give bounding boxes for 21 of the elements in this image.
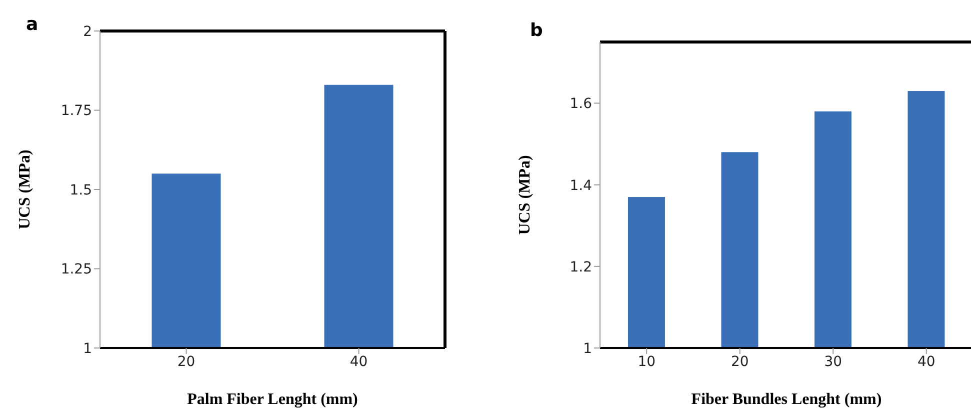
y-tick-label: 1.5 bbox=[70, 182, 92, 198]
y-tick-label: 1.25 bbox=[60, 262, 92, 278]
y-axis-title: UCS (MPa) bbox=[16, 150, 34, 230]
y-tick-label: 1.4 bbox=[570, 178, 592, 194]
chart-title: b bbox=[530, 20, 543, 41]
x-tick-label: 10 bbox=[638, 354, 656, 370]
x-tick-label: 40 bbox=[917, 354, 936, 370]
y-tick-label: 1 bbox=[83, 340, 92, 357]
x-axis-title: Palm Fiber Lenght (mm) bbox=[187, 391, 358, 408]
y-tick-label: 1.6 bbox=[570, 96, 592, 112]
y-axis-title: UCS (MPa) bbox=[516, 155, 534, 235]
chart-title: a bbox=[26, 14, 38, 35]
x-tick-label: 40 bbox=[350, 354, 368, 370]
y-tick-label: 1.2 bbox=[570, 259, 592, 276]
y-tick-label: 1.75 bbox=[60, 103, 92, 120]
y-tick-label: 1 bbox=[583, 340, 592, 357]
x-tick-label: 30 bbox=[824, 354, 842, 370]
x-tick-label: 20 bbox=[177, 354, 196, 370]
x-tick-label: 20 bbox=[730, 354, 749, 370]
x-axis-title: Fiber Bundles Lenght (mm) bbox=[691, 391, 882, 408]
y-tick-label: 2 bbox=[83, 24, 92, 40]
